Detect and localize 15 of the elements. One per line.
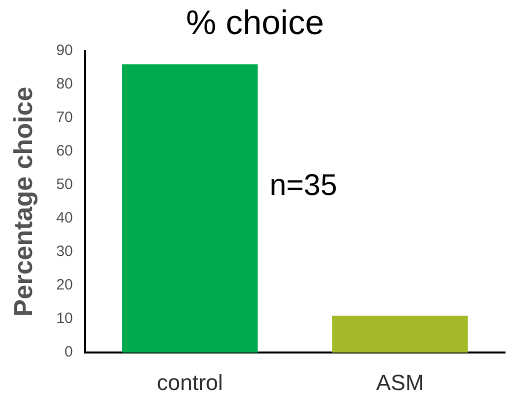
y-tick-label: 50 [56, 176, 73, 194]
chart-title: % choice [186, 4, 324, 42]
x-tick-label: ASM [376, 370, 424, 395]
y-tick-label: 40 [56, 210, 73, 227]
y-tick-label: 80 [56, 75, 73, 92]
y-tick-label: 10 [56, 310, 73, 328]
x-tick-label: control [156, 370, 223, 395]
y-tick-label: 90 [56, 42, 73, 59]
y-tick-label: 70 [56, 109, 73, 126]
y-tick-label: 20 [56, 276, 73, 294]
annotation: n=35 [270, 168, 338, 202]
y-tick-label: 30 [56, 243, 73, 260]
y-tick-label: 60 [56, 142, 73, 160]
y-tick-label: 0 [64, 344, 73, 361]
y-axis-title: Percentage choice [8, 86, 38, 317]
